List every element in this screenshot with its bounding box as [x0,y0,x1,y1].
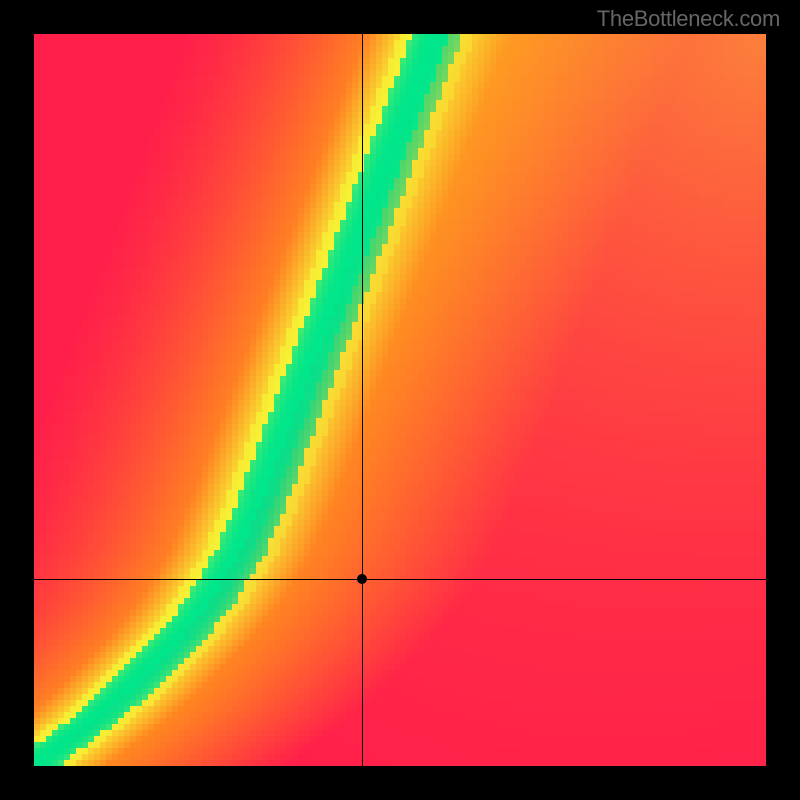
data-point-marker [357,574,367,584]
heatmap-plot [34,34,766,766]
watermark-text: TheBottleneck.com [597,6,780,32]
chart-stage: TheBottleneck.com [0,0,800,800]
crosshair-horizontal [34,579,766,580]
crosshair-vertical [362,34,363,766]
heatmap-canvas [34,34,766,766]
